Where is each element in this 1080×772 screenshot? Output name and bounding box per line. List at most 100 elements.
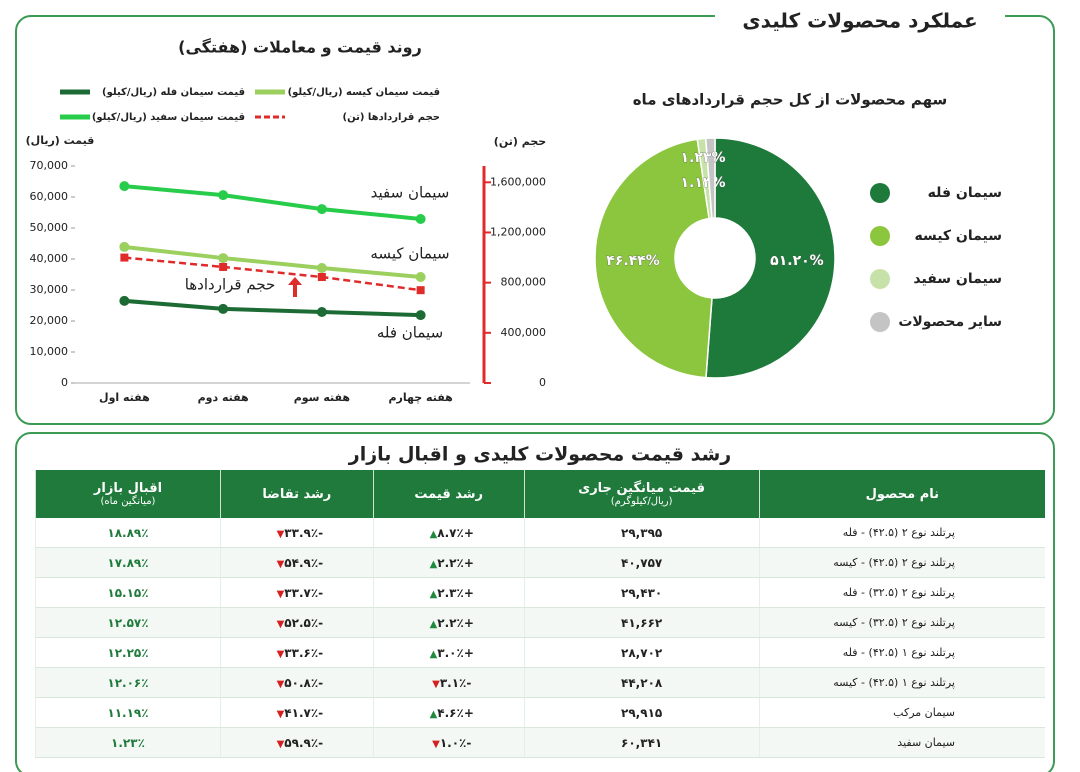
- pie-slice: [594, 138, 713, 379]
- trend-icon: ▲: [429, 618, 438, 630]
- table-cell: +۳.۰٪▲: [372, 637, 525, 668]
- top-panel: [15, 15, 1055, 425]
- table-cell: +۲.۲٪▲: [372, 547, 525, 578]
- cell-text: -۱.۰٪: [439, 735, 472, 750]
- table-cell: پرتلند نوع ۱ (۴۲.۵) - فله: [758, 637, 1045, 668]
- table-cell: ۶۰,۳۴۱: [523, 727, 760, 758]
- legend-swatch: [870, 226, 890, 246]
- table-cell: ۱۱.۱۹٪: [35, 697, 221, 728]
- trend-icon: ▼: [276, 648, 285, 660]
- column-header: قیمت میانگین جاری (ریال/کیلوگرم): [523, 470, 760, 518]
- table-row: پرتلند نوع ۱ (۴۲.۵) - کیسه ۴۴,۲۰۸ -۳.۱٪▼ -۵…: [35, 667, 1045, 698]
- y-tick-label: 60,000: [30, 190, 69, 203]
- cell-text: پرتلند نوع ۲ (۴۲.۵) - کیسه: [833, 556, 955, 569]
- series-annotation: سیمان فله: [377, 324, 443, 342]
- legend-label: حجم قراردادها (تن): [343, 112, 440, 123]
- trend-icon: ▼: [276, 738, 285, 750]
- y2-tick-label: 800,000: [501, 276, 547, 289]
- cell-text: ۱۸.۸۹٪: [107, 525, 149, 540]
- legend-label: قیمت سیمان سفید (ریال/کیلو): [92, 112, 245, 123]
- cell-text: -۵۹.۹٪: [284, 735, 324, 750]
- column-title: قیمت میانگین جاری: [578, 481, 705, 496]
- trend-icon: ▲: [429, 588, 438, 600]
- table-cell: ۱۲.۲۵٪: [35, 637, 221, 668]
- point: [119, 241, 130, 252]
- cell-text: -۳۳.۹٪: [284, 525, 324, 540]
- legend-label: سیمان سفید: [913, 271, 1002, 287]
- legend-label: سیمان فله: [928, 185, 1002, 201]
- y-tick-label: 40,000: [30, 252, 69, 265]
- table-cell: ۲۹,۹۱۵: [523, 697, 760, 728]
- cell-text: سیمان مرکب: [893, 706, 955, 719]
- cell-text: +۸.۷٪: [437, 525, 474, 540]
- y2-tick-label: 1,600,000: [490, 175, 546, 188]
- table-cell: پرتلند نوع ۱ (۴۲.۵) - کیسه: [758, 667, 1045, 698]
- column-header: نام محصول: [758, 470, 1045, 518]
- column-header: رشد تقاضا: [219, 470, 374, 518]
- table-row: پرتلند نوع ۲ (۳۲.۵) - کیسه ۴۱,۶۶۲ +۲.۲٪▲ -۵…: [35, 607, 1045, 638]
- legend-swatch: [870, 183, 890, 203]
- trend-icon: ▼: [276, 558, 285, 570]
- trend-icon: ▼: [276, 678, 285, 690]
- table-row: پرتلند نوع ۲ (۴۲.۵) - کیسه ۴۰,۷۵۷ +۲.۲٪▲ -۵…: [35, 547, 1045, 578]
- cell-text: -۵۴.۹٪: [284, 555, 324, 570]
- point: [416, 286, 425, 295]
- point: [317, 273, 326, 282]
- cell-text: ۱۷.۸۹٪: [107, 555, 149, 570]
- cell-text: -۵۰.۸٪: [284, 675, 324, 690]
- point: [415, 271, 426, 282]
- cell-text: ۲۹,۴۳۰: [621, 585, 663, 600]
- point: [218, 190, 229, 201]
- legend-label: سیمان کیسه: [914, 228, 1002, 244]
- bottom-panel: [15, 432, 1055, 772]
- table-cell: ۱.۲۳٪: [35, 727, 221, 758]
- y-axis-label: قیمت (ریال): [26, 134, 95, 147]
- cell-text: ۱۲.۲۵٪: [107, 645, 149, 660]
- line-title: روند قیمت و معاملات (هفتگی): [178, 38, 422, 57]
- point: [218, 253, 229, 264]
- y2-tick-label: 400,000: [501, 326, 547, 339]
- legend-label: قیمت سیمان کیسه (ریال/کیلو): [288, 87, 440, 98]
- point: [218, 303, 229, 314]
- table-cell: ۱۵.۱۵٪: [35, 577, 221, 608]
- x-tick-label: هفته دوم: [198, 391, 249, 404]
- cell-text: -۳۳.۶٪: [284, 645, 324, 660]
- column-title: رشد تقاضا: [262, 486, 332, 502]
- cell-text: ۱۱.۱۹٪: [107, 705, 149, 720]
- trend-icon: ▼: [276, 618, 285, 630]
- pie-value-label: ۱.۱۳%: [681, 175, 726, 191]
- table-cell: +۴.۶٪▲: [372, 697, 525, 728]
- x-tick-label: هفته اول: [99, 391, 150, 404]
- column-subtitle: (میانگین ماه): [100, 496, 156, 507]
- point: [415, 214, 426, 225]
- series-annotation: حجم قراردادها: [185, 276, 276, 294]
- trend-icon: ▲: [429, 708, 438, 720]
- table-cell: سیمان سفید: [758, 727, 1045, 758]
- title-tab: [715, 6, 1005, 40]
- y-tick-label: 70,000: [30, 159, 69, 172]
- legend-label: قیمت سیمان فله (ریال/کیلو): [102, 87, 245, 98]
- table-title: رشد قیمت محصولات کلیدی و اقبال بازار: [348, 444, 731, 466]
- table-cell: -۵۴.۹٪▼: [219, 547, 374, 578]
- series-annotation: سیمان سفید: [371, 184, 450, 202]
- cell-text: +۴.۶٪: [437, 705, 474, 720]
- table-cell: پرتلند نوع ۲ (۳۲.۵) - فله: [758, 577, 1045, 608]
- legend-label: سایر محصولات: [898, 314, 1002, 330]
- annotation-arrow: [288, 277, 302, 297]
- table-cell: -۳۳.۷٪▼: [219, 577, 374, 608]
- trend-icon: ▲: [429, 648, 438, 660]
- cell-text: ۱۲.۰۶٪: [107, 675, 149, 690]
- table-cell: -۵۲.۵٪▼: [219, 607, 374, 638]
- table-cell: سیمان مرکب: [758, 697, 1045, 728]
- cell-text: +۲.۲٪: [437, 615, 474, 630]
- table-cell: ۲۸,۷۰۲: [523, 637, 760, 668]
- series-line: [124, 184, 421, 221]
- cell-text: ۴۴,۲۰۸: [621, 675, 663, 690]
- trend-icon: ▼: [432, 678, 440, 690]
- table-cell: ۲۹,۴۳۰: [523, 577, 760, 608]
- y-tick-label: 20,000: [30, 314, 69, 327]
- table-cell: ۴۰,۷۵۷: [523, 547, 760, 578]
- point: [415, 310, 426, 321]
- y-tick-label: 10,000: [30, 345, 69, 358]
